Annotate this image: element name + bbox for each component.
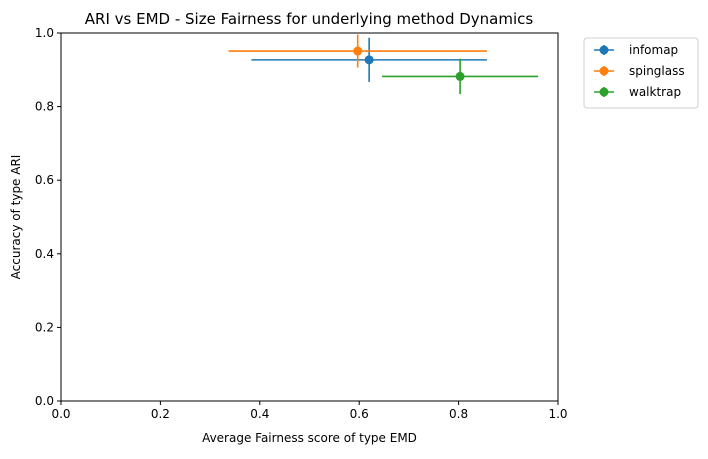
y-axis-ticks: 0.0 0.2 0.4 0.6 0.8 1.0	[35, 26, 61, 408]
x-tick-label: 1.0	[548, 407, 567, 421]
legend: infomap spinglass walktrap	[583, 37, 699, 109]
x-axis-label: Average Fairness score of type EMD	[202, 431, 417, 445]
x-tick-label: 0.2	[151, 407, 170, 421]
y-tick-label: 0.2	[35, 320, 54, 334]
legend-walktrap-label: walktrap	[629, 85, 681, 99]
legend-spinglass-label: spinglass	[629, 64, 685, 78]
legend-walktrap-marker	[599, 87, 609, 97]
legend-spinglass-marker	[599, 66, 609, 76]
y-tick-label: 1.0	[35, 26, 54, 40]
legend-infomap-marker	[599, 45, 609, 55]
y-tick-label: 0.0	[35, 394, 54, 408]
legend-items: infomap spinglass walktrap	[594, 43, 685, 99]
y-tick-label: 0.4	[35, 247, 54, 261]
infomap-data-point	[364, 55, 374, 65]
x-tick-label: 0.8	[449, 407, 468, 421]
y-axis-label: Accuracy of type ARI	[9, 155, 23, 280]
y-tick-label: 0.8	[35, 100, 54, 114]
x-axis-ticks: 0.0 0.2 0.4 0.6 0.8 1.0	[51, 401, 568, 421]
x-tick-label: 0.0	[51, 407, 70, 421]
x-tick-label: 0.6	[350, 407, 369, 421]
plot-marks	[228, 34, 539, 95]
walktrap-data-point	[455, 71, 465, 81]
legend-infomap-label: infomap	[629, 43, 678, 57]
spinglass-data-point	[353, 46, 363, 56]
y-tick-label: 0.6	[35, 173, 54, 187]
chart-title: ARI vs EMD - Size Fairness for underlyin…	[85, 10, 534, 28]
legend-frame	[583, 37, 699, 109]
x-tick-label: 0.4	[250, 407, 269, 421]
plot-frame	[60, 32, 559, 402]
